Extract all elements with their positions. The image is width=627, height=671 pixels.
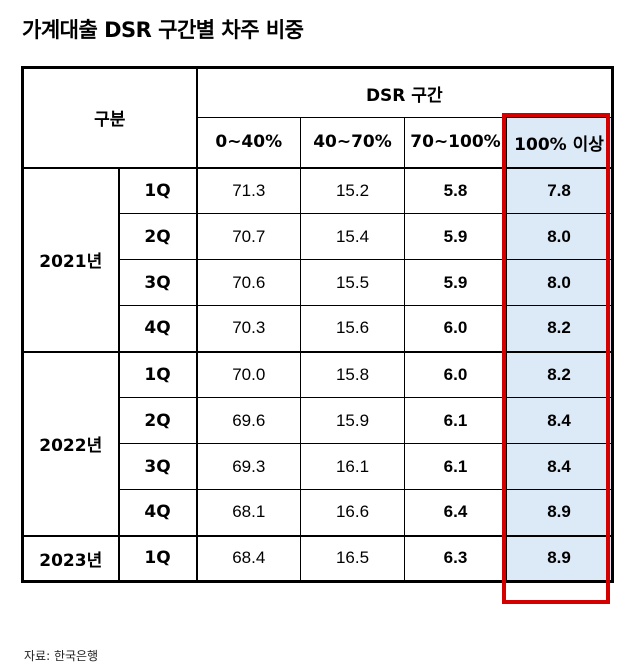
dsr-range-header: DSR 구간 <box>195 66 615 118</box>
quarter-label: 4Q <box>118 305 198 353</box>
quarter-label: 3Q <box>118 443 198 490</box>
table-cell: 16.1 <box>300 443 405 490</box>
quarter-label: 2Q <box>118 213 198 260</box>
table-cell: 5.9 <box>404 259 507 306</box>
table-cell: 15.8 <box>300 351 405 398</box>
table-cell: 70.3 <box>196 305 301 353</box>
table-cell-highlight: 8.2 <box>505 351 615 398</box>
table-cell: 68.1 <box>196 489 301 537</box>
table-cell-highlight: 8.0 <box>505 213 615 260</box>
table-cell: 16.6 <box>300 489 405 537</box>
quarter-label: 1Q <box>118 535 198 583</box>
table-cell: 15.9 <box>300 397 405 444</box>
quarter-label: 3Q <box>118 259 198 306</box>
table-cell-highlight: 8.4 <box>505 397 615 444</box>
table-cell: 16.5 <box>300 535 405 583</box>
page-title: 가계대출 DSR 구간별 차주 비중 <box>22 18 304 42</box>
year-group-label: 2023년 <box>21 535 120 583</box>
table-cell-highlight: 8.4 <box>505 443 615 490</box>
table-cell: 6.1 <box>404 397 507 444</box>
table-cell: 70.6 <box>196 259 301 306</box>
table-cell: 70.0 <box>196 351 301 398</box>
table-cell: 15.4 <box>300 213 405 260</box>
column-header: 40~70% <box>300 117 405 169</box>
year-group-label: 2021년 <box>21 167 120 353</box>
table-cell-highlight: 8.0 <box>505 259 615 306</box>
table-cell-highlight: 8.2 <box>505 305 615 353</box>
table-cell: 6.4 <box>404 489 507 537</box>
table-cell-highlight: 8.9 <box>505 489 615 537</box>
table-cell: 71.3 <box>196 167 301 214</box>
table-cell: 69.3 <box>196 443 301 490</box>
table-cell-highlight: 8.9 <box>505 535 615 583</box>
column-header: 70~100% <box>404 117 507 169</box>
source-note: 자료: 한국은행 <box>24 649 99 663</box>
table-cell: 6.0 <box>404 351 507 398</box>
table-cell: 68.4 <box>196 535 301 583</box>
table-cell: 5.8 <box>404 167 507 214</box>
table-cell: 15.6 <box>300 305 405 353</box>
table-cell: 70.7 <box>196 213 301 260</box>
table-cell-highlight: 7.8 <box>505 167 615 214</box>
quarter-label: 1Q <box>118 351 198 398</box>
table-cell: 69.6 <box>196 397 301 444</box>
quarter-label: 2Q <box>118 397 198 444</box>
table-cell: 5.9 <box>404 213 507 260</box>
table-cell: 6.1 <box>404 443 507 490</box>
table-cell: 15.5 <box>300 259 405 306</box>
quarter-label: 1Q <box>118 167 198 214</box>
column-header-highlight: 100% 이상 <box>505 117 615 169</box>
group-header: 구분 <box>21 66 198 169</box>
column-header: 0~40% <box>196 117 301 169</box>
dsr-table: 구분 DSR 구간 0~40% 40~70% 70~100% 100% 이상 2… <box>21 66 615 583</box>
table-cell: 15.2 <box>300 167 405 214</box>
quarter-label: 4Q <box>118 489 198 537</box>
table-cell: 6.0 <box>404 305 507 353</box>
table-cell: 6.3 <box>404 535 507 583</box>
year-group-label: 2022년 <box>21 351 120 537</box>
